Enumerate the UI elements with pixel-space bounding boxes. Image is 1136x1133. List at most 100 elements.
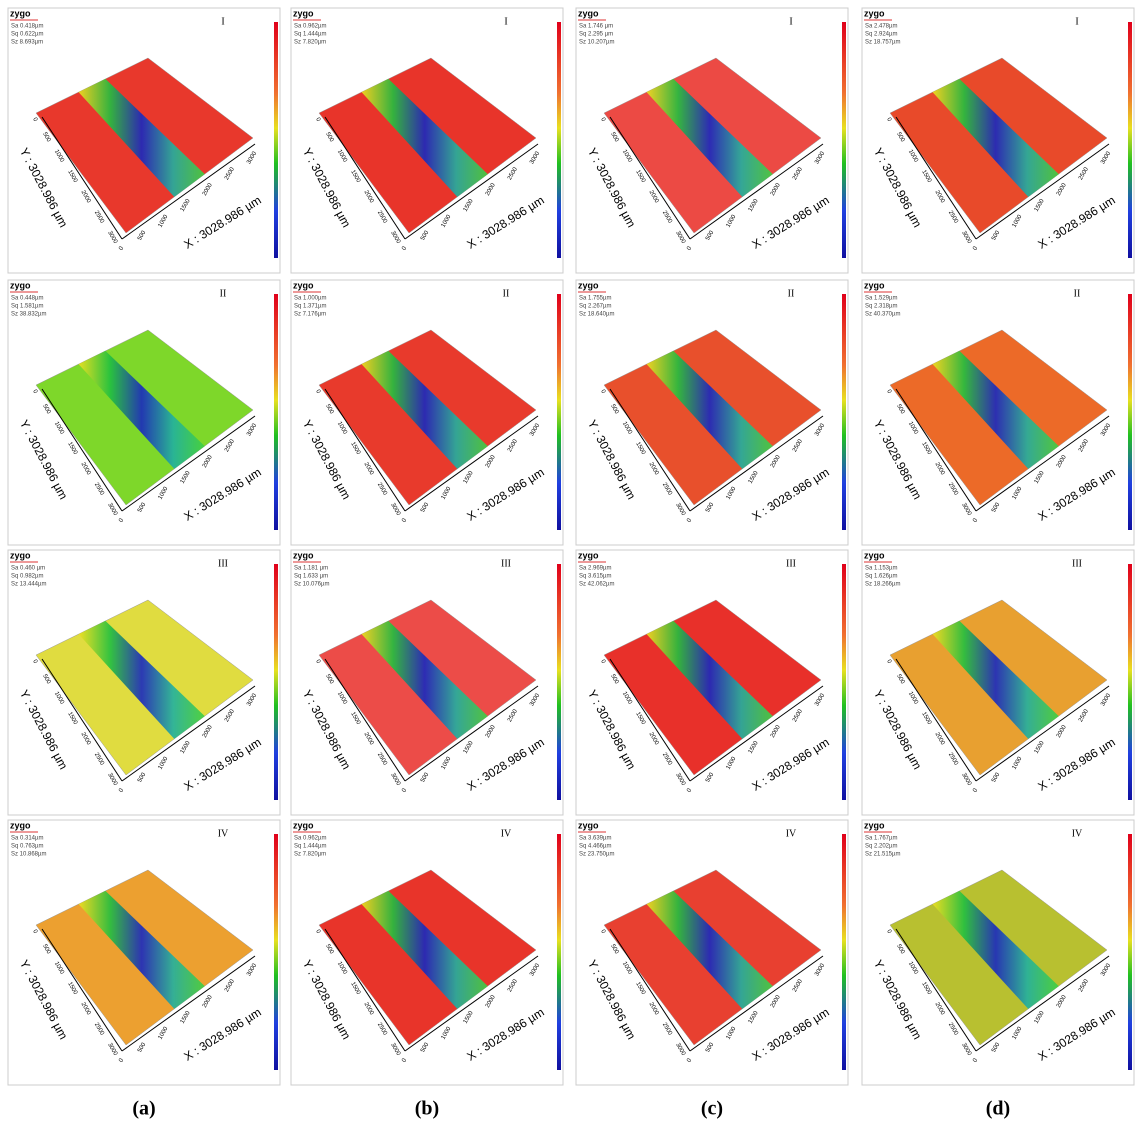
logo: zygo xyxy=(864,550,885,560)
color-bar xyxy=(557,564,561,800)
logo: zygo xyxy=(10,820,31,830)
row-label: I xyxy=(1075,16,1078,27)
color-bar xyxy=(1128,834,1132,1070)
surface-stat: Sa 1.153µm xyxy=(865,566,897,572)
column-label: (d) xyxy=(986,1098,1010,1120)
surface-stat: Sq 4.466µm xyxy=(579,844,611,850)
surface-stat: Sz 7.176µm xyxy=(294,312,326,318)
logo: zygo xyxy=(293,8,314,18)
surface-stat: Sa 1.767µm xyxy=(865,836,897,842)
surface-stat: Sz 18.266µm xyxy=(865,582,900,588)
surface-stat: Sq 1.444µm xyxy=(294,32,326,38)
surface-stat: Sz 18.640µm xyxy=(579,312,614,318)
color-bar xyxy=(1128,294,1132,530)
logo: zygo xyxy=(10,8,31,18)
logo: zygo xyxy=(293,280,314,290)
surface-stat: Sz 7.820µm xyxy=(294,852,326,858)
surface-stat: Sa 0.460 µm xyxy=(11,566,45,572)
panel: zygoSa 0.314µmSq 0.763µmSz 10.868µmIV005… xyxy=(8,820,280,1085)
surface-stat: Sq 2.295 µm xyxy=(579,32,613,38)
surface-stat: Sq 2.318µm xyxy=(865,304,897,310)
surface-stat: Sq 1.444µm xyxy=(294,844,326,850)
panel: zygoSa 2.478µmSq 2.924µmSz 18.757µmI0050… xyxy=(862,8,1134,273)
color-bar xyxy=(842,564,846,800)
surface-stat: Sz 13.444µm xyxy=(11,582,46,588)
surface-stat: Sa 2.478µm xyxy=(865,24,897,30)
panel: zygo Sa 1.181 µm Sq 1.633 µm Sz 10.076µm III… xyxy=(291,550,563,815)
color-bar xyxy=(274,22,278,258)
row-label: II xyxy=(220,288,227,299)
surface-stat: Sz 42.062µm xyxy=(579,582,614,588)
color-bar xyxy=(842,294,846,530)
surface-stat: Sq 1.626µm xyxy=(865,574,897,580)
row-label: IV xyxy=(786,828,797,839)
surface-stat: Sz 18.757µm xyxy=(865,40,900,46)
surface-stat: Sz 40.370µm xyxy=(865,312,900,318)
column-label: (c) xyxy=(701,1098,723,1120)
surface-stat: Sz 8.693µm xyxy=(11,40,43,46)
surface-stat: Sa 0.962µm xyxy=(294,24,326,30)
surface-stat: Sq 2.267µm xyxy=(579,304,611,310)
row-label: I xyxy=(789,16,792,27)
color-bar xyxy=(274,294,278,530)
color-bar xyxy=(274,564,278,800)
color-bar xyxy=(1128,564,1132,800)
surface-stat: Sa 0.448µm xyxy=(11,296,43,302)
surface-stat: Sa 1.755µm xyxy=(579,296,611,302)
color-bar xyxy=(842,22,846,258)
panel: zygoSa 1.153µmSq 1.626µmSz 18.266µmIII00… xyxy=(862,550,1134,815)
panel: zygoSa 1.755µmSq 2.267µmSz 18.640µmII005… xyxy=(576,280,848,545)
surface-stat: Sz 23.750µm xyxy=(579,852,614,858)
column-label: (a) xyxy=(132,1098,155,1120)
logo: zygo xyxy=(293,550,314,560)
row-label: III xyxy=(501,558,511,569)
color-bar xyxy=(557,22,561,258)
logo: zygo xyxy=(864,280,885,290)
panel: zygoSa 3.639µmSq 4.466µmSz 23.750µmIV005… xyxy=(576,820,848,1085)
column-label: (b) xyxy=(415,1098,439,1120)
panel: zygoSa 1.767µmSq 2.202µmSz 21.515µmIV005… xyxy=(862,820,1134,1085)
row-label: II xyxy=(788,288,795,299)
panel: zygoSa 0.962µmSq 1.444µmSz 7.820µmIV0050… xyxy=(291,820,563,1085)
surface-stat: Sa 0.314µm xyxy=(11,836,43,842)
logo: zygo xyxy=(864,820,885,830)
surface-stat: Sq 3.615µm xyxy=(579,574,611,580)
panel: zygoSa 1.000µmSq 1.371µmSz 7.176µmII0050… xyxy=(291,280,563,545)
row-label: IV xyxy=(501,828,512,839)
row-label: III xyxy=(218,558,228,569)
color-bar xyxy=(557,294,561,530)
row-label: IV xyxy=(1072,828,1083,839)
surface-stat: Sz 38.832µm xyxy=(11,312,46,318)
surface-stat: Sa 1.529µm xyxy=(865,296,897,302)
surface-stat: Sz 10.076µm xyxy=(294,582,329,588)
logo: zygo xyxy=(293,820,314,830)
row-label: IV xyxy=(218,828,229,839)
surface-stat: Sa 0.418µm xyxy=(11,24,43,30)
logo: zygo xyxy=(578,280,599,290)
surface-stat: Sa 1.181 µm xyxy=(294,566,328,572)
panel: zygoSa 2.969µmSq 3.615µmSz 42.062µmIII00… xyxy=(576,550,848,815)
surface-stat: Sz 21.515µm xyxy=(865,852,900,858)
color-bar xyxy=(1128,22,1132,258)
row-label: III xyxy=(786,558,796,569)
logo: zygo xyxy=(578,820,599,830)
logo: zygo xyxy=(578,550,599,560)
surface-stat: Sa 0.962µm xyxy=(294,836,326,842)
surface-stat: Sa 1.746 µm xyxy=(579,24,613,30)
surface-stat: Sq 0.982µm xyxy=(11,574,43,580)
surface-stat: Sq 1.633 µm xyxy=(294,574,328,580)
row-label: I xyxy=(504,16,507,27)
surface-stat: Sq 2.202µm xyxy=(865,844,897,850)
surface-stat: Sz 10.868µm xyxy=(11,852,46,858)
surface-stat: Sa 1.000µm xyxy=(294,296,326,302)
surface-stat: Sz 10.207µm xyxy=(579,40,614,46)
logo: zygo xyxy=(10,550,31,560)
row-label: II xyxy=(1074,288,1081,299)
logo: zygo xyxy=(578,8,599,18)
surface-stat: Sq 2.924µm xyxy=(865,32,897,38)
surface-stat: Sz 7.820µm xyxy=(294,40,326,46)
